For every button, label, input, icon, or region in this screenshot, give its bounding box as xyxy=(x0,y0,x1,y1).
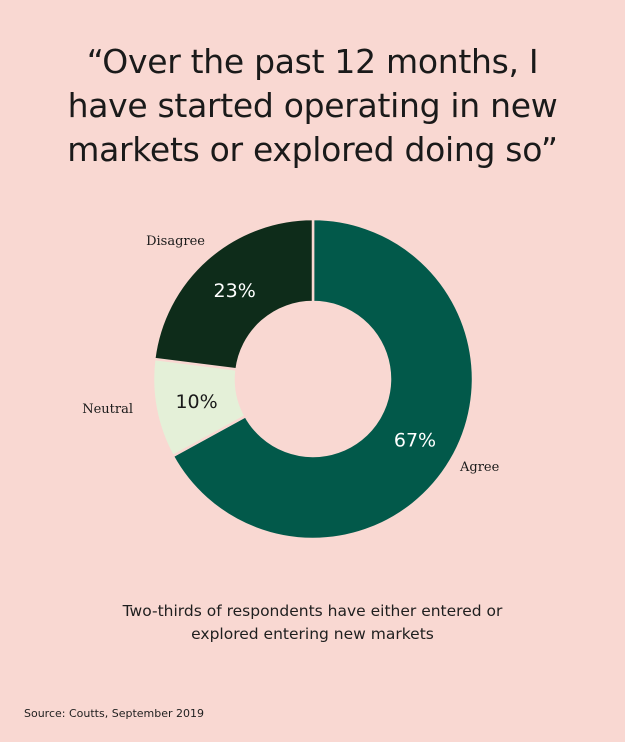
category-label-neutral: Neutral xyxy=(82,402,133,417)
caption-line: Two-thirds of respondents have either en… xyxy=(122,602,503,620)
chart-title: “Over the past 12 months, I have started… xyxy=(20,40,605,172)
slice-disagree xyxy=(152,217,315,371)
chart-title-line: have started operating in new xyxy=(67,86,558,125)
slice-agree xyxy=(171,217,475,541)
chart-caption: Two-thirds of respondents have either en… xyxy=(40,600,585,646)
source-note: Source: Coutts, September 2019 xyxy=(24,707,205,720)
value-label-neutral: 10% xyxy=(175,391,217,413)
chart-title-line: markets or explored doing so” xyxy=(67,130,558,169)
value-label-disagree: 23% xyxy=(214,280,256,302)
category-label-disagree: Disagree xyxy=(146,234,205,249)
category-label-agree: Agree xyxy=(459,460,500,475)
chart-title-line: “Over the past 12 months, I xyxy=(86,42,539,81)
value-label-agree: 67% xyxy=(394,429,436,451)
caption-line: explored entering new markets xyxy=(191,625,434,643)
